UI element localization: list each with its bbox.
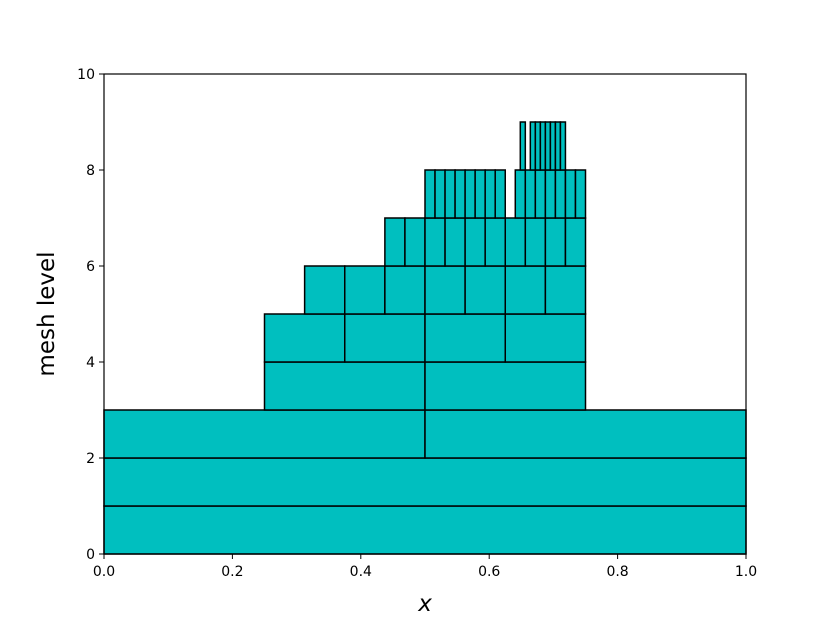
mesh-cell: [534, 121, 542, 171]
y-tick-label: 6: [86, 259, 95, 275]
mesh-cell: [484, 169, 496, 219]
y-tick-label: 2: [86, 451, 95, 467]
mesh-cell: [424, 313, 506, 363]
mesh-cell: [529, 121, 537, 171]
mesh-cell: [424, 169, 436, 219]
y-tick-label: 4: [86, 355, 95, 371]
mesh-cell: [424, 265, 466, 315]
mesh-cell: [424, 217, 446, 267]
mesh-cell: [434, 169, 446, 219]
mesh-cell: [534, 169, 547, 219]
mesh-cell: [303, 265, 346, 315]
mesh-cell: [424, 361, 587, 411]
mesh-cell: [444, 169, 456, 219]
x-tick-label: 0.8: [606, 564, 628, 580]
mesh-cell: [554, 169, 567, 219]
mesh-cell: [474, 169, 486, 219]
mesh-cell: [494, 169, 506, 219]
mesh-cell: [444, 217, 466, 267]
mesh-cell: [103, 457, 747, 507]
mesh-cell: [524, 169, 537, 219]
mesh-cell: [504, 313, 587, 363]
x-tick-label: 1.0: [735, 564, 757, 580]
x-tick-label: 0.4: [350, 564, 372, 580]
mesh-cell: [544, 265, 587, 315]
mesh-cell: [559, 121, 567, 171]
mesh-cell: [564, 169, 577, 219]
y-tick-label: 10: [77, 67, 95, 83]
mesh-cell: [544, 121, 552, 171]
x-tick-label: 0.2: [221, 564, 243, 580]
mesh-cell: [103, 409, 426, 459]
mesh-cell: [384, 265, 426, 315]
mesh-cell: [344, 265, 386, 315]
mesh-cell: [519, 121, 527, 171]
mesh-cell: [544, 169, 557, 219]
mesh-cell: [424, 409, 747, 459]
mesh-cell: [514, 169, 527, 219]
mesh-cell: [464, 169, 476, 219]
y-axis-label: mesh level: [34, 251, 60, 376]
mesh-cell: [384, 217, 406, 267]
mesh-cell: [263, 361, 426, 411]
x-tick-label: 0.6: [478, 564, 500, 580]
mesh-cell: [344, 313, 426, 363]
mesh-cell: [103, 505, 747, 555]
x-axis-label: x: [417, 591, 432, 617]
mesh-cell: [524, 217, 547, 267]
mesh-cell: [404, 217, 426, 267]
mesh-cell: [504, 217, 527, 267]
mesh-cell: [539, 121, 547, 171]
mesh-cell: [263, 313, 346, 363]
mesh-cell: [464, 217, 486, 267]
y-tick-label: 8: [86, 163, 95, 179]
mesh-cell: [454, 169, 466, 219]
mesh-cell: [484, 217, 506, 267]
mesh-cell: [549, 121, 557, 171]
mesh-cell: [464, 265, 506, 315]
mesh-cell: [544, 217, 567, 267]
plot-frame: [103, 73, 747, 555]
mesh-cell: [564, 217, 587, 267]
x-tick-label: 0.0: [93, 564, 115, 580]
mesh-cell: [504, 265, 547, 315]
mesh-cell: [554, 121, 562, 171]
y-tick-label: 0: [86, 547, 95, 563]
mesh-cell: [574, 169, 587, 219]
